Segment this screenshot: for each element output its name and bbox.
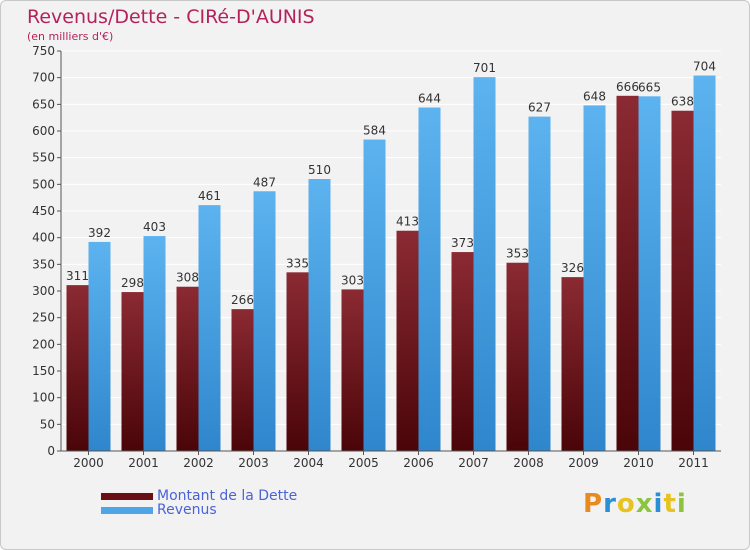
data-label: 461: [198, 189, 221, 203]
y-tick-label: 350: [32, 257, 55, 271]
axes: 0 50 100 150 200 250 300 350 400 450 500 550 600 650 7…: [32, 44, 721, 470]
y-tick-label: 50: [40, 417, 55, 431]
y-tick-label: 150: [32, 364, 55, 378]
legend-swatch-debt: [101, 493, 153, 500]
proxiti-logo: Proxiti: [583, 489, 687, 519]
bar-debt: [341, 289, 364, 451]
y-tick-label: 100: [32, 391, 55, 405]
data-label: 335: [286, 256, 309, 270]
legend-label-debt: Montant de la Dette: [157, 488, 298, 504]
x-tick-label: 2010: [623, 456, 654, 470]
bar-revenus: [363, 139, 386, 452]
bar-debt: [396, 230, 419, 451]
bar-debt: [176, 286, 199, 451]
bar-debt: [561, 277, 584, 451]
data-label: 392: [88, 226, 111, 240]
y-tick-label: 450: [32, 204, 55, 218]
x-tick-label: 2000: [73, 456, 104, 470]
x-tick-label: 2005: [348, 456, 379, 470]
bar-debt: [231, 309, 254, 451]
x-tick-label: 2011: [678, 456, 709, 470]
data-label: 704: [693, 60, 716, 74]
bar-debt: [121, 292, 144, 451]
bar-revenus: [198, 205, 221, 451]
y-tick-label: 600: [32, 124, 55, 138]
y-tick-label: 400: [32, 231, 55, 245]
logo-letter: x: [635, 489, 654, 519]
x-tick-label: 2007: [458, 456, 489, 470]
data-label: 373: [451, 236, 474, 250]
y-tick-label: 700: [32, 71, 55, 85]
bar-revenus: [88, 241, 111, 451]
bar-revenus: [473, 77, 496, 451]
chart-subtitle: (en milliers d'€): [27, 30, 114, 43]
logo-letter: t: [663, 489, 677, 519]
data-label: 648: [583, 89, 606, 103]
y-tick-label: 300: [32, 284, 55, 298]
data-label: 701: [473, 61, 496, 75]
data-labels: 311 392 298 403 308 461 266 487 335 510 303 584 413 6…: [66, 60, 716, 308]
data-label: 666: [616, 80, 639, 94]
legend-swatch-revenus: [101, 507, 153, 514]
data-label: 353: [506, 247, 529, 261]
y-tick-label: 200: [32, 337, 55, 351]
y-tick-label: 0: [47, 444, 55, 458]
x-tick-label: 2002: [183, 456, 214, 470]
y-tick-label: 250: [32, 311, 55, 325]
bar-debt: [286, 272, 309, 451]
legend-label-revenus: Revenus: [157, 502, 217, 518]
bars: [66, 75, 716, 452]
data-label: 311: [66, 269, 89, 283]
bar-debt: [66, 285, 89, 451]
data-label: 413: [396, 215, 419, 229]
y-tick-label: 750: [32, 44, 55, 58]
data-label: 627: [528, 101, 551, 115]
y-tick-label: 500: [32, 177, 55, 191]
x-tick-label: 2001: [128, 456, 159, 470]
bar-debt: [671, 110, 694, 451]
data-label: 303: [341, 273, 364, 287]
data-label: 665: [638, 80, 661, 94]
data-label: 584: [363, 124, 386, 138]
data-label: 644: [418, 92, 441, 106]
x-tick-label: 2006: [403, 456, 434, 470]
y-tick-label: 550: [32, 151, 55, 165]
data-label: 638: [671, 95, 694, 109]
x-tick-label: 2009: [568, 456, 599, 470]
data-label: 298: [121, 276, 144, 290]
logo-letter: o: [616, 489, 636, 519]
y-tick-label: 650: [32, 97, 55, 111]
data-label: 403: [143, 220, 166, 234]
bar-debt: [451, 252, 474, 451]
x-tick-label: 2004: [293, 456, 324, 470]
x-tick-label: 2008: [513, 456, 544, 470]
bar-revenus: [308, 179, 331, 451]
bar-revenus: [528, 116, 551, 451]
bar-revenus: [638, 96, 661, 451]
x-tick-label: 2003: [238, 456, 269, 470]
bar-revenus: [583, 105, 606, 452]
chart-title: Revenus/Dette - CIRé-D'AUNIS: [27, 6, 315, 28]
logo-letter: P: [583, 489, 604, 519]
bar-revenus: [143, 236, 166, 451]
grid-lines: [61, 50, 721, 452]
logo-letter: i: [676, 489, 687, 519]
data-label: 487: [253, 175, 276, 189]
logo-letter: i: [653, 489, 664, 519]
data-label: 308: [176, 271, 199, 285]
bar-debt: [616, 95, 639, 452]
bar-revenus: [418, 107, 441, 452]
data-label: 510: [308, 163, 331, 177]
bar-debt: [506, 262, 529, 451]
data-label: 266: [231, 293, 254, 307]
bar-revenus: [253, 191, 276, 451]
logo-letter: r: [603, 489, 617, 519]
data-label: 326: [561, 261, 584, 275]
bar-revenus: [693, 75, 716, 452]
